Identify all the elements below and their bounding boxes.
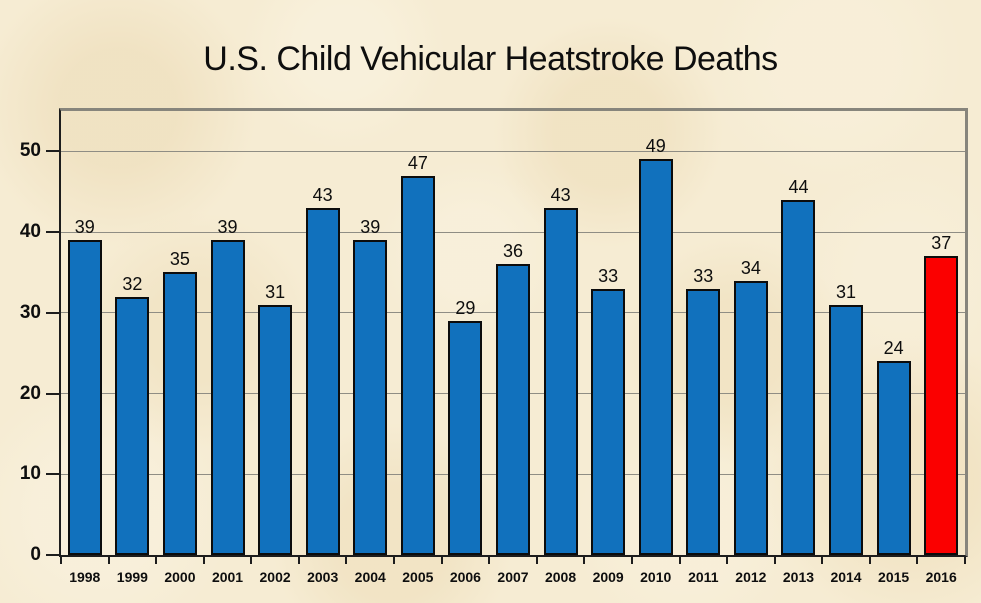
bar-value-label-2004: 39	[360, 217, 381, 238]
x-tick-8	[440, 557, 443, 564]
bar-2001	[210, 240, 245, 555]
bar-value-label-2014: 31	[836, 281, 857, 302]
x-tick-2	[155, 557, 158, 564]
bar-2010	[638, 159, 673, 555]
x-tick-18	[916, 557, 919, 564]
x-axis-label-2016: 2016	[925, 569, 957, 585]
x-tick-3	[202, 557, 205, 564]
y-axis-label-20: 20	[19, 382, 41, 404]
bar-2005	[400, 175, 435, 555]
x-axis-label-2009: 2009	[592, 569, 624, 585]
x-tick-16	[821, 557, 824, 564]
y-axis-label-0: 0	[30, 544, 41, 565]
x-tick-4	[250, 557, 253, 564]
bar-value-label-1999: 32	[122, 273, 143, 294]
x-axis-label-2002: 2002	[259, 569, 291, 585]
x-axis-label-2010: 2010	[640, 569, 672, 585]
x-axis-label-1998: 1998	[69, 569, 101, 585]
bar-value-label-2015: 24	[883, 338, 904, 359]
y-tick-0	[46, 554, 59, 556]
y-tick-30	[46, 311, 59, 314]
x-tick-6	[345, 557, 348, 564]
bar-2014	[829, 304, 864, 555]
x-axis-label-1999: 1999	[116, 569, 148, 585]
bar-2006	[448, 320, 483, 555]
x-tick-13	[678, 557, 681, 564]
bar-2015	[876, 361, 911, 555]
bar-value-label-1998: 39	[74, 217, 95, 238]
x-axis-label-2007: 2007	[497, 569, 529, 585]
x-tick-14	[726, 557, 729, 564]
bar-2000	[162, 272, 197, 555]
bar-value-label-2007: 36	[502, 241, 524, 262]
x-axis-label-2014: 2014	[830, 569, 862, 585]
bar-2009	[591, 288, 626, 555]
bar-2013	[781, 199, 816, 555]
bar-value-label-2005: 47	[407, 152, 428, 173]
bar-2004	[353, 240, 388, 555]
x-tick-19	[964, 557, 966, 564]
y-axis-label-50: 50	[19, 140, 41, 162]
bar-2016	[924, 256, 959, 555]
bar-value-label-2012: 34	[740, 257, 761, 278]
x-axis-label-2001: 2001	[211, 569, 244, 585]
bar-2012	[733, 280, 768, 555]
x-tick-0	[60, 557, 62, 564]
bar-2002	[258, 304, 293, 555]
x-axis-label-2012: 2012	[735, 569, 767, 585]
y-tick-40	[46, 231, 59, 234]
x-tick-5	[297, 557, 300, 564]
x-axis-label-2005: 2005	[402, 569, 434, 585]
x-tick-9	[488, 557, 491, 564]
bar-value-label-2013: 44	[788, 176, 809, 197]
x-tick-1	[107, 557, 110, 564]
bar-value-label-2002: 31	[265, 281, 286, 302]
x-axis-label-2003: 2003	[307, 569, 339, 585]
x-tick-17	[868, 557, 871, 564]
bar-value-label-2009: 33	[598, 265, 619, 286]
bar-value-label-2010: 49	[645, 136, 666, 157]
y-axis-label-40: 40	[19, 221, 41, 243]
x-axis-label-2004: 2004	[354, 569, 386, 585]
bar-value-label-2016: 37	[931, 233, 952, 254]
y-tick-20	[46, 392, 59, 395]
chart-title: U.S. Child Vehicular Heatstroke Deaths	[203, 40, 778, 78]
bar-2008	[543, 207, 578, 555]
bar-2011	[686, 288, 721, 555]
x-tick-10	[535, 557, 538, 564]
bar-value-label-2003: 43	[312, 184, 333, 205]
y-axis-label-10: 10	[19, 463, 41, 485]
x-axis-label-2000: 2000	[164, 569, 196, 585]
bar-value-label-2000: 35	[169, 249, 190, 270]
bar-value-label-2001: 39	[217, 217, 238, 238]
gridline-40	[61, 231, 965, 233]
bar-value-label-2008: 43	[550, 184, 571, 205]
y-tick-50	[46, 150, 59, 153]
x-tick-7	[393, 557, 396, 564]
x-axis-label-2011: 2011	[688, 569, 719, 585]
x-tick-15	[773, 557, 776, 564]
bar-1999	[115, 296, 150, 555]
bar-2007	[496, 264, 530, 555]
bar-2003	[305, 207, 340, 555]
plot-area: 0 10 20 30 40 50 39 1998 32 1999 35 2000 39 2001 31 200…	[20, 108, 968, 585]
bar-1998	[67, 240, 102, 555]
x-axis-label-2013: 2013	[782, 569, 815, 585]
x-tick-11	[583, 557, 586, 564]
x-tick-12	[630, 557, 633, 564]
y-tick-10	[46, 473, 59, 476]
y-axis-label-30: 30	[19, 301, 41, 323]
x-axis-label-2008: 2008	[544, 569, 577, 585]
gridline-50	[61, 150, 965, 152]
bar-value-label-2006: 29	[455, 297, 476, 318]
x-axis-label-2006: 2006	[449, 569, 481, 585]
x-axis-label-2015: 2015	[878, 569, 910, 585]
bar-value-label-2011: 33	[693, 265, 714, 286]
